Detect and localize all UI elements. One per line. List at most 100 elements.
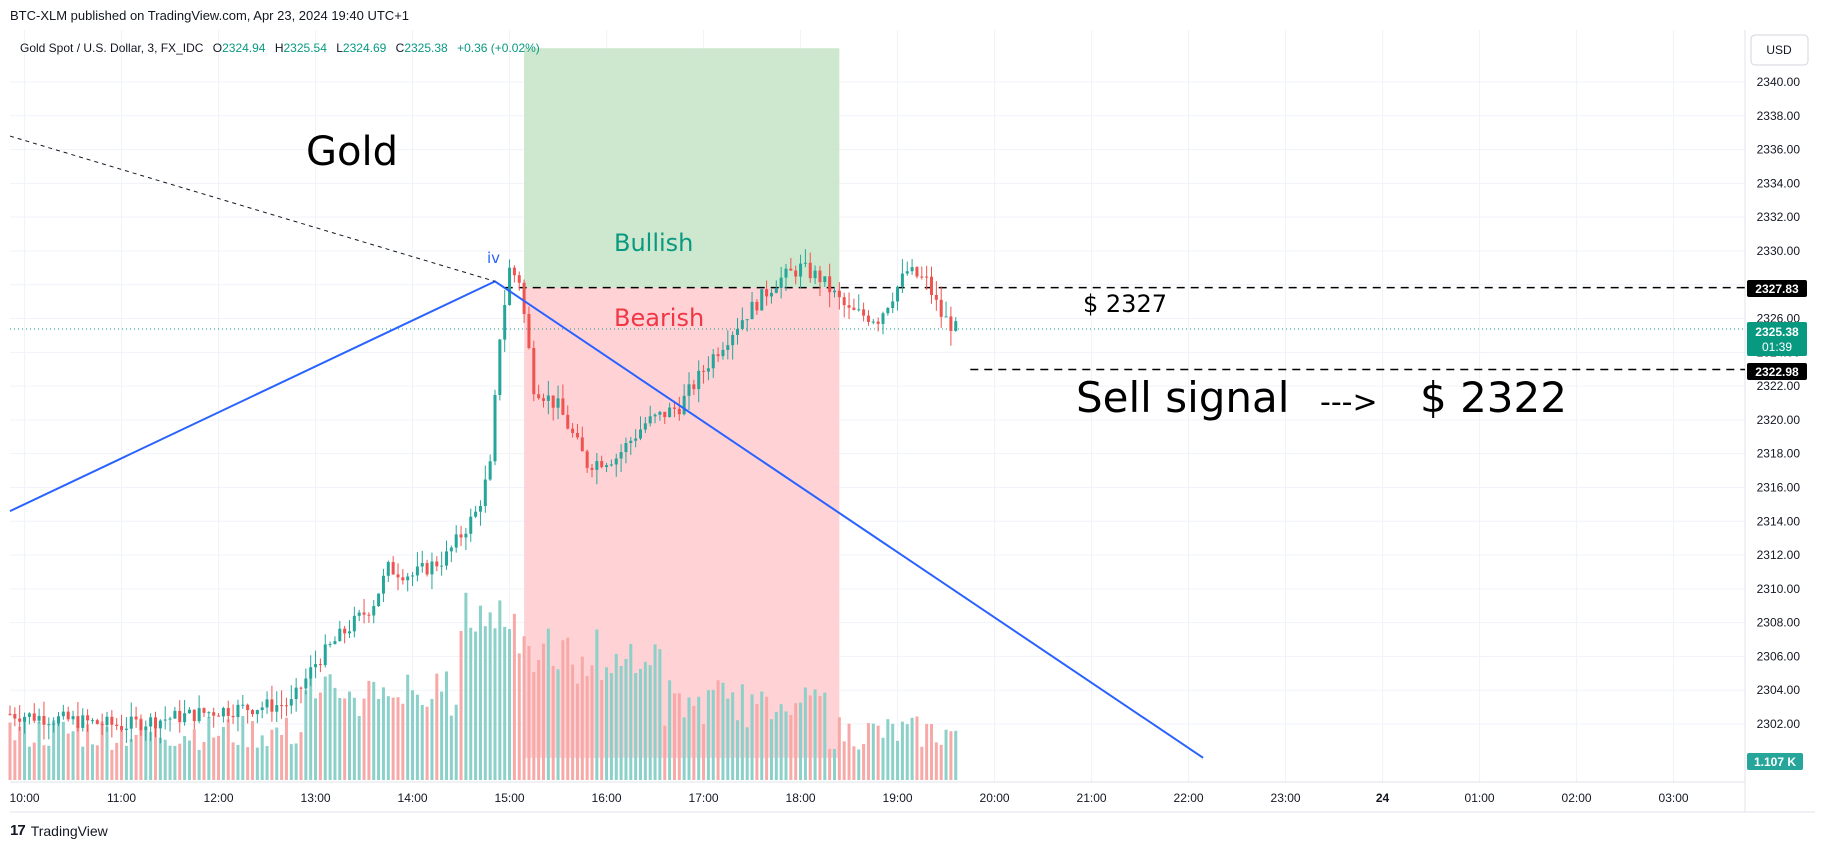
candle-body [352,615,356,632]
candle-body [818,270,822,283]
volume-bar [842,741,846,780]
candle-body [294,687,298,700]
time-tick-label: 22:00 [1174,791,1204,805]
bearish-zone [524,287,840,758]
volume-bar [939,744,943,780]
candle-body [803,262,807,264]
volume-bar [537,660,541,780]
candle-body [566,414,570,429]
volume-bar [881,737,885,780]
candle-body [929,276,934,295]
volume-bar [314,698,318,780]
candle-body [575,432,579,438]
candle-body [711,354,715,369]
candle-body [241,704,245,706]
price-levels [10,286,1745,371]
volume-bar [493,628,497,780]
candle-body [837,290,841,298]
candle-body [226,708,230,716]
currency-button[interactable]: USD [1766,43,1792,57]
candle-body [808,262,812,279]
candle-body [377,593,381,607]
volume-bar [818,696,822,780]
candle-body [158,720,162,729]
candle-body [682,395,686,415]
candle-body [847,305,851,308]
candle-body [115,724,119,726]
candle-body [483,479,487,506]
volume-bar [105,726,109,780]
candle-body [702,370,706,372]
candle-body [406,576,410,581]
candle-body [449,547,453,552]
volume-bar [595,629,599,780]
volume-bar [129,739,133,780]
volume-bar [120,728,124,780]
candle-body [76,716,80,728]
volume-bar [862,744,866,780]
price-tick-label: 2340.00 [1757,75,1801,89]
bearish-label: Bearish [614,304,704,332]
candle-body [110,716,114,725]
volume-bar [614,653,618,780]
volume-bar [478,605,482,780]
legend-close-label: C [396,41,405,55]
time-tick-label: 24 [1376,791,1390,805]
legend-high-label: H [275,41,284,55]
volume-bar [454,704,458,780]
legend-low-label: L [336,41,343,55]
volume-bar [624,658,628,780]
volume-bar [590,665,594,780]
candle-body [149,717,153,727]
candle-body [794,270,798,277]
candle-body [47,724,51,726]
volume-bar [202,742,206,780]
price-tick-label: 2338.00 [1757,109,1801,123]
candle-body [440,565,444,567]
candle-body [120,725,124,730]
chart-grid [10,30,1815,813]
candle-body [183,713,187,723]
tradingview-brand[interactable]: 17 TradingView [10,822,108,839]
volume-bar [401,703,405,780]
price-tick-label: 2334.00 [1757,176,1801,190]
volume-bar [566,637,570,780]
volume-bar [139,718,143,780]
volume-bar [609,673,613,780]
volume-bar [124,745,128,780]
candle-body [270,699,274,712]
candle-body [939,299,943,317]
volume-bar [61,721,65,780]
candle-body [648,416,652,424]
candle-body [139,719,143,731]
candle-body [876,321,880,324]
candle-body [415,566,419,576]
volume-bar [255,747,259,780]
volume-bar [866,723,870,780]
volume-bar [367,680,371,780]
candle-body [250,710,255,715]
volume-bar [915,716,919,780]
volume-bar [925,724,929,780]
volume-bar [386,696,390,780]
candle-body [178,710,182,723]
volume-bar [318,692,322,780]
volume-bar [352,697,356,780]
candle-body [896,286,900,302]
volume-bar [110,749,114,780]
candle-body [217,715,221,717]
candle-body [726,345,730,350]
volume-bar [333,687,337,780]
volume-bar [415,694,419,780]
volume-bar [740,684,744,780]
volume-bar [280,734,284,780]
candle-body [668,407,672,418]
candle-body [556,398,560,408]
volume-bar [517,653,521,780]
volume-bar [769,719,773,780]
volume-bar [672,693,676,780]
candle-body [255,710,259,715]
currency-button-box[interactable] [1750,34,1809,66]
candle-body [653,414,657,417]
